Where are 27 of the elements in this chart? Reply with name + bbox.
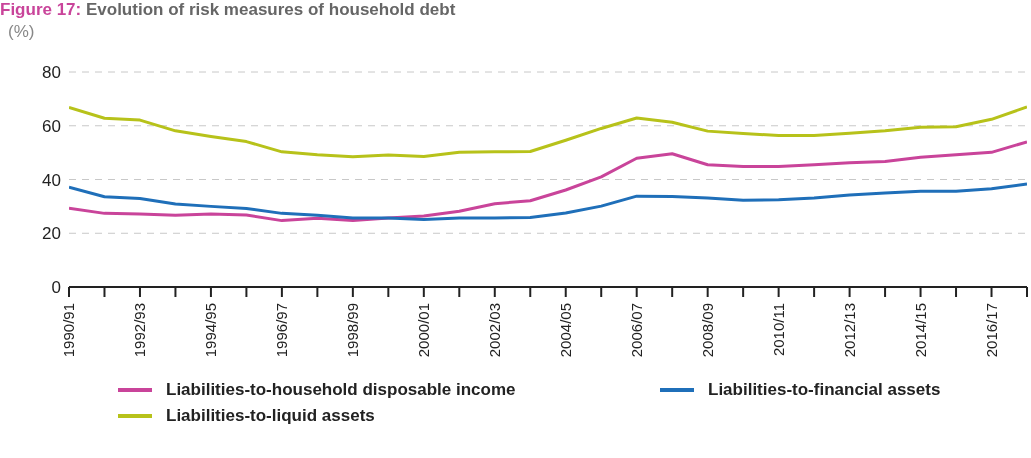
x-tick-label: 2014/15 [911, 303, 929, 358]
x-tick-label: 1998/99 [343, 303, 361, 358]
x-tick-label: 1994/95 [201, 303, 219, 358]
x-tick-label: 2010/11 [769, 303, 787, 357]
line-series [69, 182, 1027, 222]
y-tick-label: 40 [42, 170, 61, 190]
x-tick-label: 2002/03 [485, 303, 503, 358]
legend-label: Liabilities-to-financial assets [707, 380, 942, 400]
x-tick-label: 2004/05 [556, 303, 574, 358]
x-tick-label: 2016/17 [982, 303, 1000, 358]
line-series [69, 105, 1027, 159]
line-series [69, 140, 1027, 223]
x-tick-label: 2006/07 [627, 303, 645, 358]
x-tick-label: 2000/01 [414, 303, 432, 358]
y-tick-label: 80 [42, 63, 61, 83]
legend-label: Liabilities-to-liquid assets [165, 406, 376, 426]
y-tick-label: 60 [42, 116, 61, 136]
chart-title: Figure 17: Evolution of risk measures of household debt [0, 0, 456, 20]
y-tick-label: 20 [42, 224, 61, 244]
y-tick-label: 0 [51, 278, 61, 298]
legend-label: Liabilities-to-household disposable income [165, 380, 517, 400]
x-tick-label: 1990/91 [60, 303, 77, 358]
x-tick-label: 1992/93 [130, 303, 148, 358]
x-tick-label: 2012/13 [840, 303, 858, 358]
y-axis-title: (%) [8, 22, 35, 42]
x-tick-label: 1996/97 [272, 303, 290, 358]
x-tick-label: 2008/09 [698, 303, 716, 358]
